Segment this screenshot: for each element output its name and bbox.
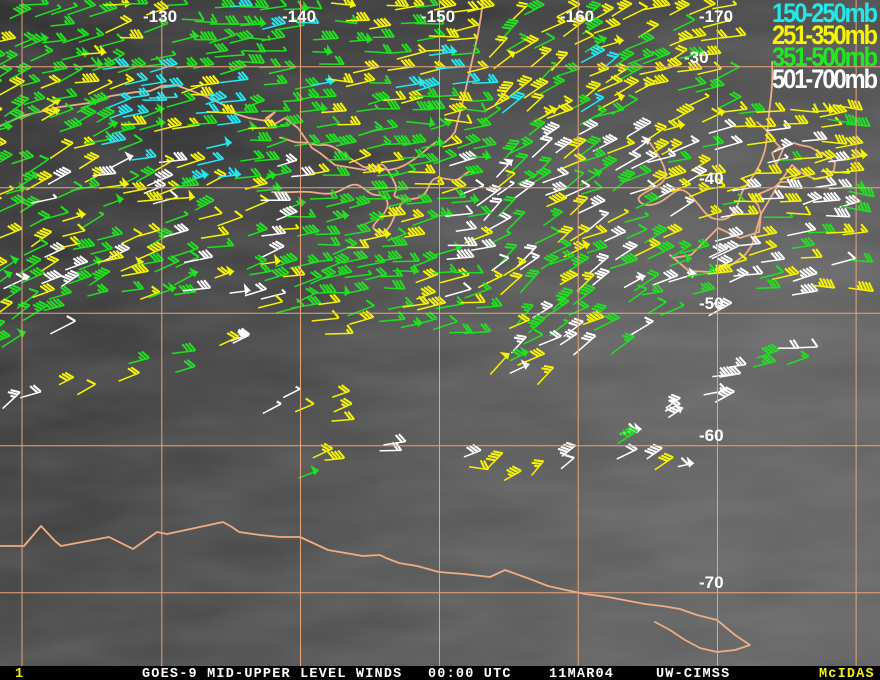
svg-text:GOES-9 MID-UPPER LEVEL WINDS: GOES-9 MID-UPPER LEVEL WINDS	[142, 667, 402, 680]
svg-text:-150: -150	[421, 7, 455, 26]
svg-text:UW-CIMSS: UW-CIMSS	[656, 667, 730, 680]
svg-text:-60: -60	[699, 426, 724, 445]
svg-text:-130: -130	[143, 7, 177, 26]
svg-text:00:00 UTC: 00:00 UTC	[428, 667, 512, 680]
svg-text:-30: -30	[684, 48, 709, 67]
svg-text:-170: -170	[699, 7, 733, 26]
svg-text:McIDAS: McIDAS	[819, 667, 875, 680]
svg-text:-70: -70	[699, 573, 724, 592]
svg-text:-50: -50	[699, 294, 724, 313]
svg-text:-140: -140	[282, 7, 316, 26]
svg-text:1: 1	[15, 667, 23, 680]
svg-text:-40: -40	[699, 169, 724, 188]
svg-text:501-700mb: 501-700mb	[772, 64, 878, 94]
svg-text:11MAR04: 11MAR04	[549, 667, 614, 680]
svg-text:-160: -160	[560, 7, 594, 26]
